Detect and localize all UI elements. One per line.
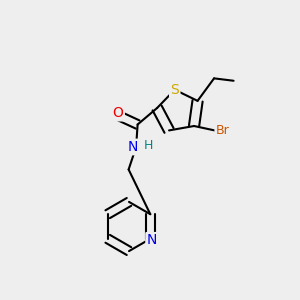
Text: S: S [170,83,179,97]
Text: O: O [113,106,124,120]
Text: N: N [128,140,138,154]
Text: N: N [147,233,157,247]
Text: Br: Br [216,124,230,137]
Text: H: H [143,139,153,152]
